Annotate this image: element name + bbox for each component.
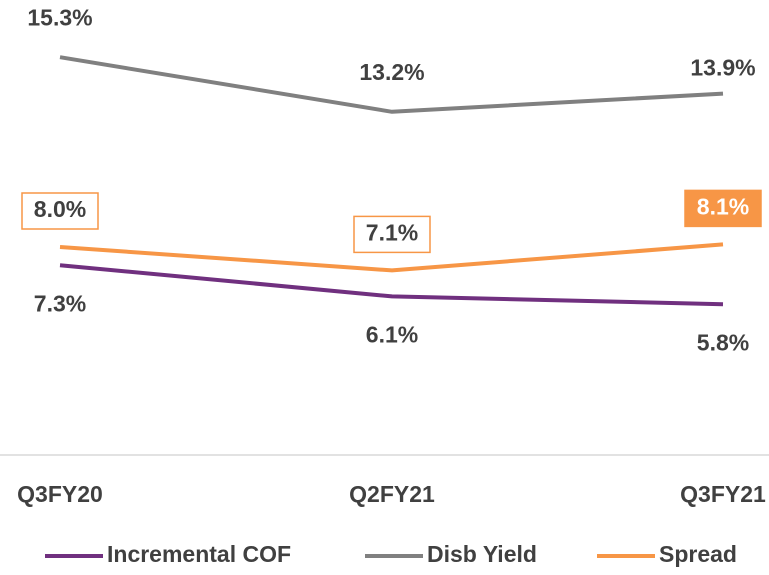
data-label: 13.2% bbox=[359, 59, 424, 85]
data-label-box bbox=[353, 215, 431, 254]
data-label: 8.0% bbox=[34, 196, 86, 222]
data-label: 13.9% bbox=[690, 55, 755, 81]
data-label: 7.3% bbox=[34, 290, 86, 316]
data-label: 5.8% bbox=[697, 329, 749, 355]
x-tick-label: Q2FY21 bbox=[349, 481, 435, 507]
data-label: 7.1% bbox=[366, 219, 418, 245]
data-label: 8.1% bbox=[697, 193, 749, 219]
legend-label: Incremental COF bbox=[107, 541, 291, 567]
series-line bbox=[59, 55, 724, 114]
x-tick-label: Q3FY20 bbox=[17, 481, 103, 507]
series-line bbox=[59, 263, 724, 307]
data-label: 15.3% bbox=[27, 4, 92, 30]
legend-label: Spread bbox=[659, 541, 737, 567]
legend-label: Disb Yield bbox=[427, 541, 537, 567]
data-label-box bbox=[684, 189, 762, 228]
series-line bbox=[59, 242, 724, 273]
data-label-box bbox=[21, 192, 99, 230]
data-label: 6.1% bbox=[366, 321, 418, 347]
x-tick-label: Q3FY21 bbox=[680, 481, 766, 507]
